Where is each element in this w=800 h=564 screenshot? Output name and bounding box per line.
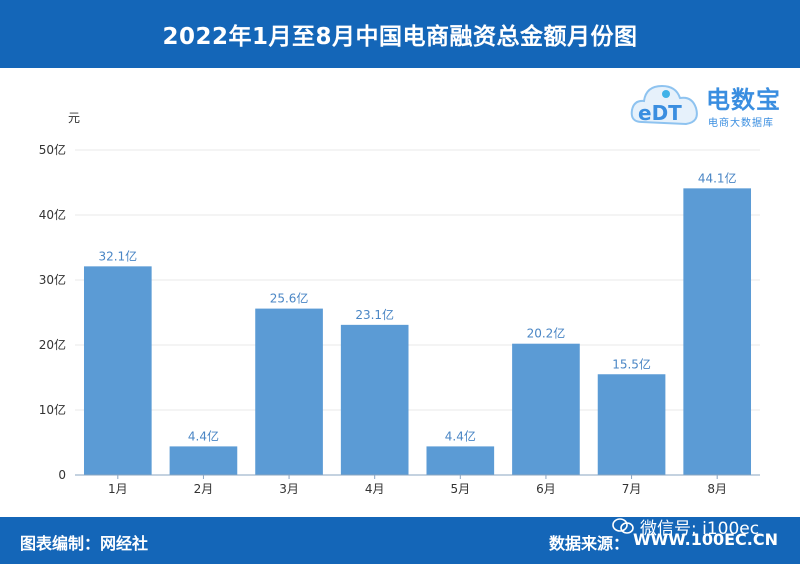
y-tick-label: 0	[58, 468, 66, 482]
logo-subtitle: 电商大数据库	[708, 118, 774, 129]
bars	[83, 188, 752, 475]
grid-lines	[75, 149, 760, 411]
logo: eDT 电数宝 电商大数据库	[628, 74, 796, 136]
data-label: 4.4亿	[188, 428, 219, 443]
x-tick-label: 5月	[450, 482, 470, 496]
bar	[683, 188, 752, 475]
data-label: 15.5亿	[612, 356, 651, 371]
logo-brand: 电数宝	[706, 86, 781, 114]
data-labels: 32.1亿 4.4亿 25.6亿 23.1亿 4.4亿 20.2亿 15.5亿 44.1亿	[98, 170, 736, 443]
bar-chart: 0 10亿 20亿 30亿 40亿 50亿 1月 2月 3月 4月 5月 6月 7月 8月 32.1亿 4…	[39, 111, 760, 496]
chart-credit: 图表编制：网经社	[20, 534, 149, 553]
cloud-logo-icon: eDT	[630, 84, 698, 126]
y-tick-label: 30亿	[39, 272, 66, 287]
y-tick-label: 10亿	[39, 402, 66, 417]
y-tick-label: 50亿	[39, 142, 66, 157]
x-tick-label: 1月	[108, 482, 128, 496]
data-source-url[interactable]: WWW.100EC.CN	[633, 530, 778, 549]
chart-header: 2022年1月至8月中国电商融资总金额月份图	[0, 0, 800, 68]
x-tick-label: 4月	[365, 482, 385, 496]
bar	[512, 343, 580, 475]
data-label: 25.6亿	[270, 291, 309, 306]
x-tick-label: 8月	[707, 482, 727, 496]
footer-bar: 图表编制：网经社 数据来源： WWW.100EC.CN	[0, 517, 800, 564]
x-tick-labels: 1月 2月 3月 4月 5月 6月 7月 8月	[108, 475, 727, 496]
data-source: 数据来源： WWW.100EC.CN	[549, 530, 778, 554]
chart-title: 2022年1月至8月中国电商融资总金额月份图	[162, 24, 638, 50]
bar	[340, 324, 409, 475]
y-tick-labels: 0 10亿 20亿 30亿 40亿 50亿	[39, 142, 66, 482]
y-tick-label: 20亿	[39, 337, 66, 352]
wechat-id: 微信号: i100ec	[640, 518, 760, 539]
data-label: 44.1亿	[698, 170, 737, 185]
wechat-icon	[612, 517, 634, 535]
y-tick-label: 40亿	[39, 207, 66, 222]
data-label: 20.2亿	[527, 326, 566, 341]
data-label: 32.1亿	[98, 248, 137, 263]
bar	[426, 446, 495, 475]
x-tick-label: 7月	[622, 482, 642, 496]
data-source-label: 数据来源：	[548, 534, 629, 553]
bar	[83, 266, 152, 475]
logo-mark: eDT	[638, 101, 682, 125]
bar	[169, 446, 238, 475]
y-axis-unit-label: 元	[68, 111, 80, 125]
data-label: 23.1亿	[355, 307, 394, 322]
x-tick-label: 3月	[279, 482, 299, 496]
data-label: 4.4亿	[445, 428, 476, 443]
x-tick-label: 2月	[194, 482, 214, 496]
bar	[597, 374, 666, 475]
x-tick-label: 6月	[536, 482, 556, 496]
bar	[255, 308, 323, 475]
wechat-watermark: 微信号: i100ec	[612, 514, 760, 539]
